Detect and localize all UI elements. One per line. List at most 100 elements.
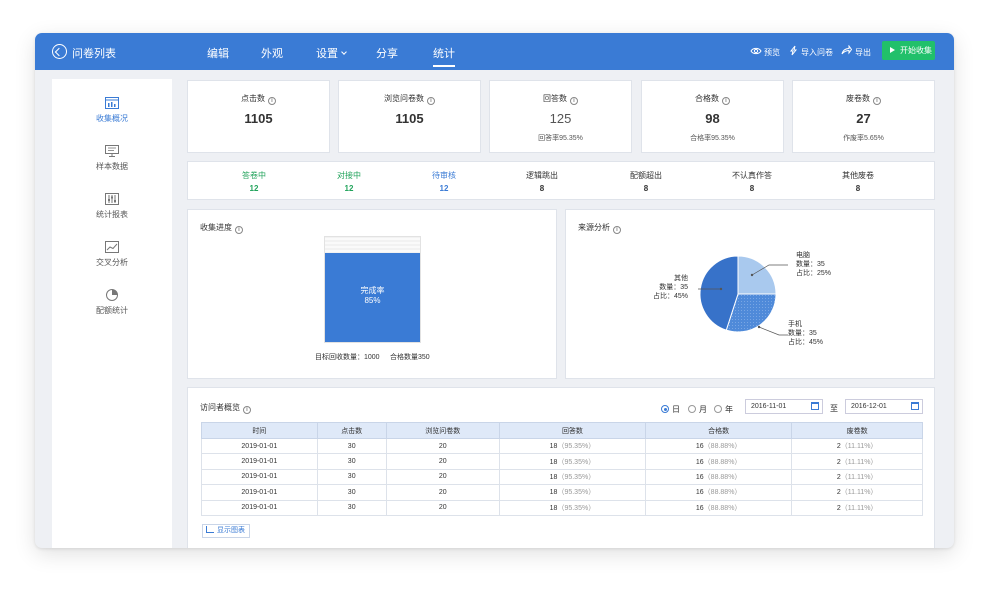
panel-title-text: 来源分析 [578, 223, 610, 232]
cell-pct: （95.35%） [557, 473, 596, 481]
cell-clicks: 30 [316, 484, 387, 501]
info-icon[interactable]: i [873, 97, 881, 105]
stat-value: 98 [705, 111, 720, 126]
cell-qualified: 16（88.88%） [645, 499, 793, 516]
stat-card-qualified: 合格数 i 98 合格率95.35% [641, 80, 784, 153]
status-logic-skip[interactable]: 逻辑跳出 8 [502, 170, 582, 193]
panel-title: 收集进度 i [200, 222, 243, 234]
status-other-void[interactable]: 其他废卷 8 [818, 170, 898, 193]
date-from-input[interactable]: 2016-11-01 [745, 399, 823, 414]
cell-qualified: 16（88.88%） [645, 437, 793, 455]
export-button[interactable]: 导出 [855, 48, 871, 57]
tab-appearance[interactable]: 外观 [261, 48, 283, 60]
info-icon[interactable]: i [427, 97, 435, 105]
radio-day[interactable]: 日 [661, 404, 680, 415]
slice-name: 其他 [674, 275, 688, 282]
column-header-void[interactable]: 废卷数 [791, 422, 923, 439]
status-connecting[interactable]: 对接中 12 [309, 170, 389, 193]
tab-edit[interactable]: 编辑 [207, 48, 229, 60]
info-icon[interactable]: i [613, 226, 621, 234]
info-icon[interactable]: i [235, 226, 243, 234]
table-row: 2019-01-01 30 20 18（95.35%） 16（88.88%） 2… [201, 484, 923, 501]
info-icon[interactable]: i [570, 97, 578, 105]
status-quota-exceeded[interactable]: 配额超出 8 [606, 170, 686, 193]
sidebar-item-quota-statistics[interactable]: 配额统计 [52, 289, 172, 325]
sidebar-item-sample-data[interactable]: 样本数据 [52, 145, 172, 181]
radio-month[interactable]: 月 [688, 404, 707, 415]
stat-subtext: 作废率5.65% [843, 135, 884, 142]
slice-share: 占比：25% [796, 270, 832, 277]
info-icon[interactable]: i [722, 97, 730, 105]
play-icon [890, 47, 895, 53]
sidebar: 收集概况 样本数据 统计报表 [52, 79, 172, 548]
back-to-survey-list-link[interactable]: 问卷列表 [72, 48, 116, 60]
pie-slices [699, 255, 777, 333]
status-value: 12 [439, 184, 449, 193]
tab-settings[interactable]: 设置 [316, 45, 347, 61]
column-header-answers[interactable]: 回答数 [498, 422, 647, 439]
radio-year[interactable]: 年 [714, 404, 733, 415]
cell-clicks: 30 [316, 437, 387, 455]
chart-icon [105, 241, 119, 253]
cell-value: 16 [695, 489, 704, 497]
cell-pct: （11.11%） [840, 504, 878, 512]
cell-pct: （88.88%） [703, 473, 742, 481]
column-header-time[interactable]: 时间 [201, 422, 318, 439]
pie-slice-mobile[interactable] [725, 293, 777, 333]
cell-views: 20 [385, 484, 500, 501]
column-header-qualified[interactable]: 合格数 [645, 422, 793, 439]
sidebar-item-label: 样本数据 [96, 162, 128, 171]
start-collecting-button[interactable]: 开始收集 [882, 41, 935, 60]
show-chart-button[interactable]: 显示图表 [202, 524, 250, 538]
start-collecting-label: 开始收集 [900, 46, 932, 55]
status-pending-review[interactable]: 待审核 12 [404, 170, 484, 193]
calendar-icon[interactable] [911, 402, 919, 410]
column-header-views[interactable]: 浏览问卷数 [385, 422, 500, 439]
cell-void: 2（11.11%） [791, 437, 923, 455]
cell-time: 2019-01-01 [201, 468, 318, 486]
cell-pct: （88.88%） [703, 443, 742, 451]
sidebar-item-overview[interactable]: 收集概况 [52, 97, 172, 133]
stat-value: 27 [856, 111, 871, 126]
import-survey-button[interactable]: 导入问卷 [801, 48, 833, 57]
stat-label-text: 合格数 [695, 94, 719, 103]
status-answering[interactable]: 答卷中 12 [214, 170, 294, 193]
completion-label: 完成率 [360, 285, 385, 295]
app-window: 问卷列表 编辑 外观 设置 分享 统计 预览 导入问卷 导出 开始收集 [35, 33, 954, 548]
slice-count: 数量：35 [796, 261, 825, 268]
calendar-icon[interactable] [811, 402, 819, 410]
date-to-input[interactable]: 2016-12-01 [845, 399, 923, 414]
tab-statistics[interactable]: 统计 [433, 45, 455, 67]
tab-share[interactable]: 分享 [376, 48, 398, 60]
preview-button[interactable]: 预览 [764, 48, 780, 57]
info-icon[interactable]: i [243, 406, 251, 414]
table-row: 2019-01-01 30 20 18（95.35%） 16（88.88%） 2… [201, 499, 923, 516]
status-value: 8 [643, 184, 649, 193]
column-header-clicks[interactable]: 点击数 [316, 422, 387, 439]
stat-label: 浏览问卷数 i [339, 93, 480, 105]
status-value: 8 [749, 184, 755, 193]
back-arrow-icon[interactable] [52, 44, 67, 59]
cell-void: 2（11.11%） [791, 468, 923, 486]
pie-slice-desktop[interactable] [737, 255, 777, 295]
progress-bar: 完成率 85% [324, 236, 421, 343]
status-label: 不认真作答 [732, 171, 772, 180]
leader-line-mobile [758, 326, 788, 336]
stat-label-text: 废卷数 [846, 94, 870, 103]
cell-clicks: 30 [316, 499, 387, 516]
pie-slice-other[interactable] [699, 255, 739, 331]
cell-views: 20 [385, 499, 500, 516]
stat-label: 合格数 i [642, 93, 783, 105]
sidebar-item-statistics-report[interactable]: 统计报表 [52, 193, 172, 229]
stat-label-text: 回答数 [543, 94, 567, 103]
cell-pct: （11.11%） [840, 489, 878, 497]
info-icon[interactable]: i [268, 97, 276, 105]
status-careless[interactable]: 不认真作答 8 [712, 170, 792, 193]
show-chart-label: 显示图表 [217, 527, 245, 534]
cell-value: 2 [836, 443, 841, 451]
cell-pct: （95.35%） [557, 489, 596, 497]
sidebar-item-cross-analysis[interactable]: 交叉分析 [52, 241, 172, 277]
cell-value: 16 [695, 458, 704, 466]
date-to-value: 2016-12-01 [851, 403, 887, 410]
cell-time: 2019-01-01 [201, 453, 318, 470]
